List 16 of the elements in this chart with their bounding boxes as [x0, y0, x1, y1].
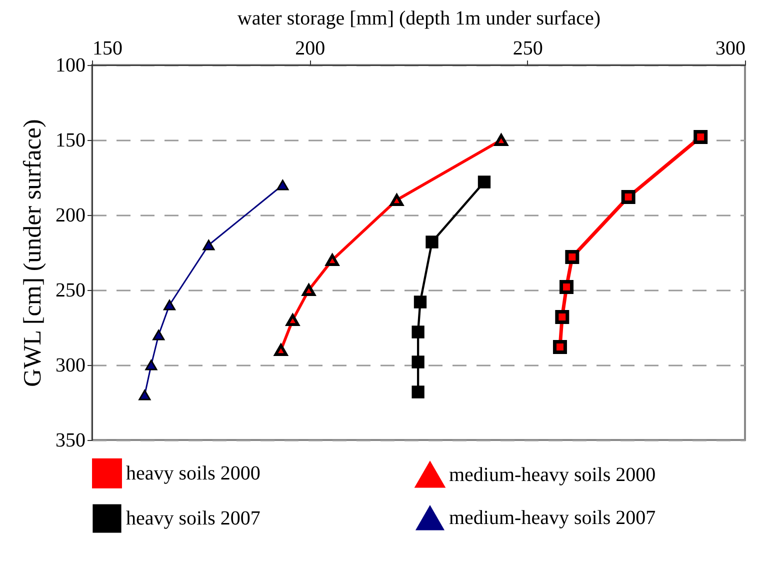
- y-tick-label: 350: [56, 430, 86, 452]
- y-tick-label: 300: [56, 354, 86, 376]
- x-tick-label: 150: [92, 38, 122, 60]
- y-tick-label: 200: [56, 204, 86, 226]
- y-tick-label: 100: [56, 54, 86, 76]
- legend-label: medium-heavy soils 2007: [449, 507, 656, 529]
- x-tick-label: 300: [716, 38, 746, 60]
- y-tick-label: 150: [56, 130, 86, 152]
- y-tick-label: 250: [56, 280, 86, 302]
- x-tick-label: 250: [512, 38, 543, 60]
- y-axis-title: GWL [cm] (under surface): [20, 119, 46, 387]
- legend-label: medium-heavy soils 2000: [449, 464, 656, 486]
- legend-label: heavy soils 2007: [126, 508, 260, 530]
- x-axis-title: water storage [mm] (depth 1m under surface): [237, 8, 601, 30]
- legend-label: heavy soils 2000: [126, 462, 260, 484]
- x-tick-label: 200: [295, 38, 326, 60]
